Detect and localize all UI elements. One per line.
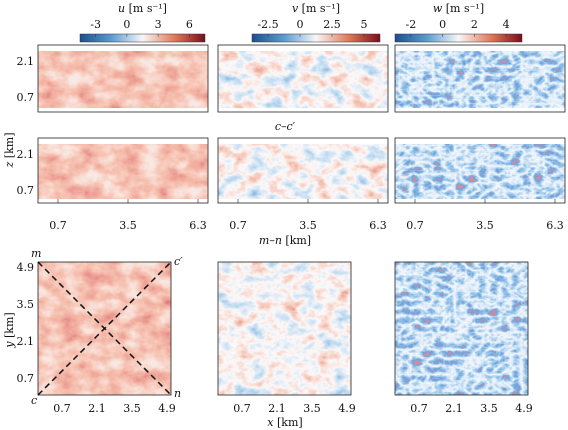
- colorbar: [394, 33, 523, 43]
- colorbar-tick-label: 0: [123, 18, 130, 31]
- x-tick-label: 0.7: [406, 219, 424, 232]
- x-axis-label-variable: m–n: [259, 234, 282, 247]
- section-line: [37, 261, 172, 396]
- x-axis-label-unit: [km]: [274, 416, 303, 429]
- colorbar-tick-label: 4: [503, 18, 510, 31]
- panel-frame: [37, 44, 209, 113]
- panel-frame: [394, 44, 566, 113]
- horizontal-section-field: [218, 262, 351, 395]
- x-tick-label: 3.5: [480, 402, 498, 415]
- vertical-section-field: [395, 51, 565, 108]
- z-axis-label-variable: z: [3, 161, 16, 168]
- vertical-section-field: [218, 144, 388, 199]
- panel-frame: [37, 137, 209, 204]
- colorbar-title: w [m s⁻¹]: [433, 2, 484, 15]
- colorbar-title: u [m s⁻¹]: [118, 2, 167, 15]
- x-tick-label: 2.1: [445, 402, 463, 415]
- colorbar-tick-label: 0: [297, 18, 304, 31]
- vertical-section-field: [38, 144, 208, 199]
- y-axis-label-unit: [km]: [3, 312, 16, 341]
- x-axis-label: x [km]: [267, 416, 302, 429]
- panel-frame: [394, 137, 566, 204]
- z-axis-label-unit: [km]: [3, 133, 16, 162]
- vertical-section-field: [218, 51, 388, 108]
- x-axis-label: m–n [km]: [259, 234, 311, 247]
- colorbar-title-variable: v: [292, 2, 299, 15]
- x-tick-label: 3.5: [476, 219, 494, 232]
- y-tick-label: 0.7: [17, 372, 35, 385]
- panel-frame: [217, 44, 389, 113]
- x-tick-label: 3.5: [119, 219, 137, 232]
- colorbar-title-unit: [m s⁻¹]: [442, 2, 484, 15]
- x-tick-label: 4.9: [515, 402, 533, 415]
- x-tick-label: 2.1: [268, 402, 286, 415]
- colorbar: [251, 33, 381, 43]
- panel-frame: [217, 137, 389, 204]
- corner-label: m: [31, 247, 41, 260]
- x-tick-label: 0.7: [410, 402, 428, 415]
- y-tick-label: 4.9: [17, 261, 35, 274]
- z-axis-label: z [km]: [3, 133, 16, 169]
- panel-frame: [37, 261, 172, 396]
- z-tick-label: 2.1: [17, 148, 35, 161]
- corner-label: c′: [174, 255, 183, 268]
- x-axis-label-unit: [km]: [282, 234, 311, 247]
- section-title: c–c′: [275, 120, 296, 133]
- colorbar-tick-label: -3: [90, 18, 101, 31]
- corner-label: n: [174, 387, 181, 400]
- colorbar-title-variable: w: [433, 2, 443, 15]
- corner-label: c: [31, 394, 37, 407]
- x-tick-label: 0.7: [233, 402, 251, 415]
- y-tick-label: 3.5: [17, 298, 35, 311]
- colorbar-tick-label: -2.5: [257, 18, 278, 31]
- colorbar-title: v [m s⁻¹]: [292, 2, 340, 15]
- colorbar-title-unit: [m s⁻¹]: [125, 2, 167, 15]
- x-tick-label: 3.5: [303, 402, 321, 415]
- colorbar-tick-label: 6: [186, 18, 193, 31]
- colorbar-tick-label: 2.5: [323, 18, 341, 31]
- vertical-section-field: [395, 144, 565, 199]
- y-tick-label: 2.1: [17, 335, 35, 348]
- colorbar-tick-label: -2: [406, 18, 417, 31]
- z-tick-label: 0.7: [17, 184, 35, 197]
- y-axis-label: y [km]: [3, 312, 16, 348]
- vertical-section-field: [38, 51, 208, 108]
- x-tick-label: 3.5: [299, 219, 317, 232]
- x-tick-label: 4.9: [158, 402, 176, 415]
- x-tick-label: 6.3: [369, 219, 387, 232]
- z-tick-label: 0.7: [17, 91, 35, 104]
- colorbar-title-variable: u: [118, 2, 125, 15]
- x-tick-label: 4.9: [338, 402, 356, 415]
- panel-frame: [217, 261, 352, 396]
- x-tick-label: 2.1: [88, 402, 106, 415]
- x-tick-label: 6.3: [546, 219, 564, 232]
- x-tick-label: 0.7: [229, 219, 247, 232]
- y-axis-label-variable: y: [3, 341, 16, 349]
- x-tick-label: 0.7: [53, 402, 71, 415]
- x-tick-label: 6.3: [189, 219, 207, 232]
- panel-frame: [394, 261, 529, 396]
- colorbar-title-unit: [m s⁻¹]: [298, 2, 340, 15]
- colorbar-tick-label: 3: [155, 18, 162, 31]
- colorbar-tick-label: 2: [471, 18, 478, 31]
- x-axis-label-variable: x: [267, 416, 274, 429]
- colorbar-tick-label: 0: [439, 18, 446, 31]
- x-tick-label: 3.5: [123, 402, 141, 415]
- colorbar: [79, 33, 206, 43]
- z-tick-label: 2.1: [17, 55, 35, 68]
- colorbar-tick-label: 5: [361, 18, 368, 31]
- x-tick-label: 0.7: [49, 219, 67, 232]
- horizontal-section-field: [395, 262, 528, 395]
